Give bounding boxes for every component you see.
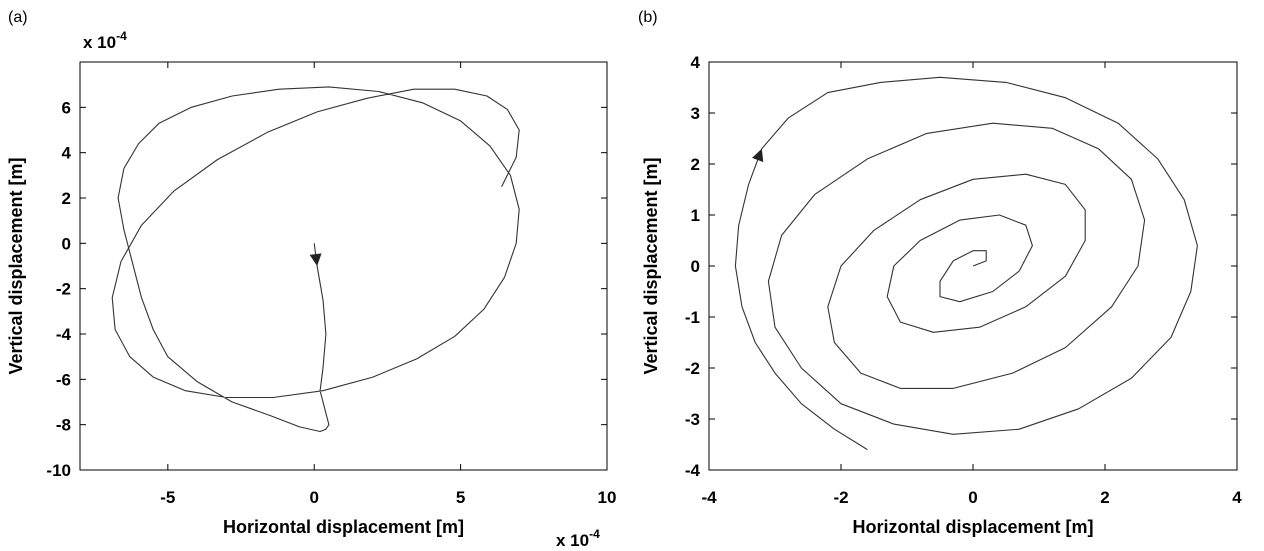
x-tick-label: -5 [160, 488, 175, 507]
y-tick-label: -2 [56, 280, 71, 299]
y-tick-label: -8 [56, 416, 71, 435]
x-tick-label: -4 [701, 488, 717, 507]
y-tick-label: -2 [685, 359, 700, 378]
x-tick-label: 10 [598, 488, 617, 507]
y-tick-label: -6 [56, 370, 71, 389]
y-tick-label: -4 [685, 461, 701, 480]
y-tick-label: 6 [62, 98, 71, 117]
x-tick-label: 5 [456, 488, 465, 507]
chart-panel-b: (b) -4 -2 0 2 4 -4 -3 -2 -1 0 1 2 3 4 Horizontal displa… [638, 9, 1242, 537]
y-tick-label: 3 [691, 104, 700, 123]
y-tick-label: 0 [62, 234, 71, 253]
x-tick-label: -2 [833, 488, 848, 507]
y-tick-label: 4 [691, 53, 701, 72]
plot-frame [79, 61, 608, 471]
direction-arrow [309, 253, 322, 266]
y-tick-label: 4 [62, 144, 72, 163]
direction-arrow [752, 148, 764, 163]
x-tick-label: 2 [1100, 488, 1109, 507]
y-tick-label: -10 [46, 461, 71, 480]
y-tick-label: 2 [62, 189, 71, 208]
panel-label: (b) [638, 9, 658, 26]
y-multiplier: x 10-4 [83, 29, 127, 52]
y-axis-label: Vertical displacement [m] [6, 157, 26, 374]
x-axis-label: Horizontal displacement [m] [223, 517, 464, 537]
series-line [111, 86, 520, 433]
panel-label: (a) [8, 9, 28, 26]
y-tick-label: 1 [691, 206, 700, 225]
x-multiplier: x 10-4 [556, 527, 600, 550]
series-line [734, 76, 1198, 451]
y-tick-label: 2 [691, 155, 700, 174]
x-tick-label: 4 [1232, 488, 1242, 507]
y-tick-label: -1 [685, 308, 700, 327]
chart-panel-a: (a) -5 0 5 10 -10 -8 -6 -4 -2 0 2 4 6 Horizontal displ… [6, 9, 616, 550]
y-axis-label: Vertical displacement [m] [641, 157, 661, 374]
y-tick-label: -3 [685, 410, 700, 429]
x-tick-label: 0 [309, 488, 318, 507]
x-axis-label: Horizontal displacement [m] [852, 517, 1093, 537]
x-tick-label: 0 [968, 488, 977, 507]
y-tick-label: -4 [56, 325, 72, 344]
y-tick-label: 0 [691, 257, 700, 276]
